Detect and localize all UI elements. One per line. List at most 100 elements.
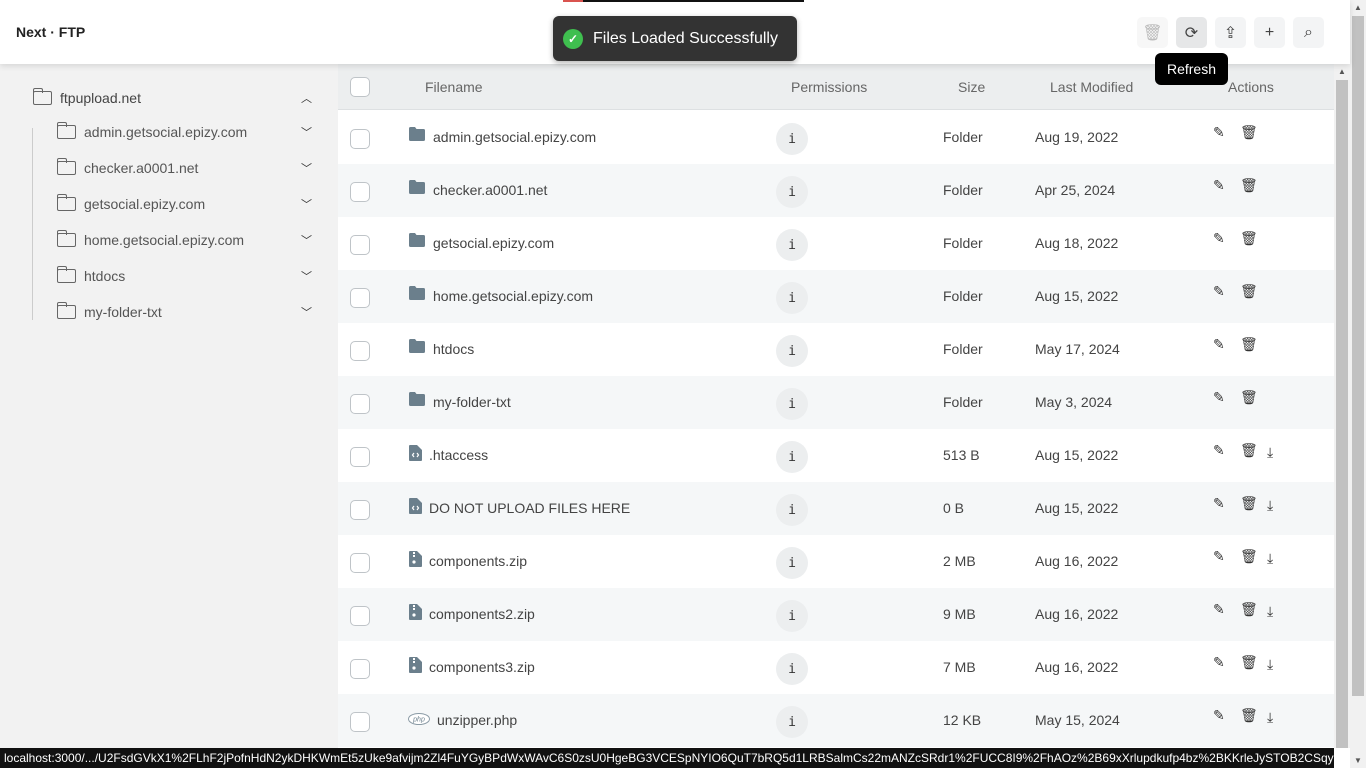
download-icon[interactable]: ⤓ xyxy=(1267,709,1274,725)
delete-trash-icon[interactable]: 🗑 xyxy=(1240,177,1258,193)
file-name[interactable]: components2.zip xyxy=(429,606,535,622)
row-checkbox[interactable] xyxy=(350,659,370,679)
table-row[interactable]: htdocs i Folder May 17, 2024 ✎ 🗑 xyxy=(338,323,1334,376)
edit-pencil-icon[interactable]: ✎ xyxy=(1213,495,1225,511)
permissions-info-button[interactable]: i xyxy=(776,653,808,685)
permissions-info-button[interactable]: i xyxy=(776,388,808,420)
row-checkbox[interactable] xyxy=(350,394,370,414)
chevron-up-icon[interactable]: ︿ xyxy=(301,93,312,105)
upload-button[interactable]: ⇪ xyxy=(1215,17,1246,48)
delete-trash-icon[interactable]: 🗑 xyxy=(1240,495,1258,511)
chevron-down-icon[interactable]: ﹀ xyxy=(301,271,312,283)
table-row[interactable]: DO NOT UPLOAD FILES HERE i 0 B Aug 15, 2022… xyxy=(338,482,1334,535)
edit-pencil-icon[interactable]: ✎ xyxy=(1213,707,1225,723)
download-icon[interactable]: ⤓ xyxy=(1267,497,1274,513)
permissions-info-button[interactable]: i xyxy=(776,229,808,261)
file-name[interactable]: .htaccess xyxy=(429,447,489,463)
permissions-info-button[interactable]: i xyxy=(776,282,808,314)
table-scrollbar[interactable]: ▲ xyxy=(1334,64,1350,748)
table-row[interactable]: admin.getsocial.epizy.com i Folder Aug 19, … xyxy=(338,111,1334,164)
permissions-info-button[interactable]: i xyxy=(776,547,808,579)
col-size[interactable]: Size xyxy=(958,79,986,95)
file-name[interactable]: components.zip xyxy=(429,553,528,569)
refresh-button[interactable]: ⟳ xyxy=(1176,17,1207,48)
row-checkbox[interactable] xyxy=(350,447,370,467)
row-checkbox[interactable] xyxy=(350,341,370,361)
row-checkbox[interactable] xyxy=(350,606,370,626)
chevron-down-icon[interactable]: ﹀ xyxy=(301,163,312,175)
delete-trash-icon[interactable]: 🗑 xyxy=(1240,707,1258,723)
permissions-info-button[interactable]: i xyxy=(776,706,808,738)
delete-trash-icon[interactable]: 🗑 xyxy=(1240,124,1258,140)
file-name[interactable]: components3.zip xyxy=(429,659,535,675)
row-checkbox[interactable] xyxy=(350,182,370,202)
tree-item[interactable]: getsocial.epizy.com ﹀ xyxy=(56,194,312,212)
permissions-info-button[interactable]: i xyxy=(776,600,808,632)
delete-button[interactable]: 🗑 xyxy=(1137,17,1168,48)
edit-pencil-icon[interactable]: ✎ xyxy=(1213,442,1225,458)
delete-trash-icon[interactable]: 🗑 xyxy=(1240,389,1258,405)
file-name[interactable]: DO NOT UPLOAD FILES HERE xyxy=(429,500,631,516)
table-row[interactable]: components3.zip i 7 MB Aug 16, 2022 ✎ 🗑 ⤓ xyxy=(338,641,1334,694)
tree-item[interactable]: htdocs ﹀ xyxy=(56,266,312,284)
select-all-checkbox[interactable] xyxy=(350,77,370,97)
permissions-info-button[interactable]: i xyxy=(776,441,808,473)
row-checkbox[interactable] xyxy=(350,235,370,255)
download-icon[interactable]: ⤓ xyxy=(1267,603,1274,619)
file-name[interactable]: htdocs xyxy=(433,341,475,357)
tree-item[interactable]: my-folder-txt ﹀ xyxy=(56,302,312,320)
edit-pencil-icon[interactable]: ✎ xyxy=(1213,124,1225,140)
row-checkbox[interactable] xyxy=(350,712,370,732)
permissions-info-button[interactable]: i xyxy=(776,176,808,208)
table-row[interactable]: php unzipper.php i 12 KB May 15, 2024 ✎ 🗑 ⤓ xyxy=(338,694,1334,747)
delete-trash-icon[interactable]: 🗑 xyxy=(1240,601,1258,617)
file-name[interactable]: admin.getsocial.epizy.com xyxy=(433,129,597,145)
download-icon[interactable]: ⤓ xyxy=(1267,444,1274,460)
permissions-info-button[interactable]: i xyxy=(776,494,808,526)
download-icon[interactable]: ⤓ xyxy=(1267,550,1274,566)
download-icon[interactable]: ⤓ xyxy=(1267,656,1274,672)
search-button[interactable]: ⌕ xyxy=(1293,17,1324,48)
edit-pencil-icon[interactable]: ✎ xyxy=(1213,283,1225,299)
file-name[interactable]: my-folder-txt xyxy=(433,394,511,410)
tree-item[interactable]: admin.getsocial.epizy.com ﹀ xyxy=(56,122,312,140)
permissions-info-button[interactable]: i xyxy=(776,123,808,155)
row-checkbox[interactable] xyxy=(350,129,370,149)
add-button[interactable]: + xyxy=(1254,17,1285,48)
row-checkbox[interactable] xyxy=(350,288,370,308)
table-row[interactable]: components2.zip i 9 MB Aug 16, 2022 ✎ 🗑 ⤓ xyxy=(338,588,1334,641)
table-row[interactable]: my-folder-txt i Folder May 3, 2024 ✎ 🗑 xyxy=(338,376,1334,429)
permissions-info-button[interactable]: i xyxy=(776,335,808,367)
row-checkbox[interactable] xyxy=(350,553,370,573)
delete-trash-icon[interactable]: 🗑 xyxy=(1240,283,1258,299)
row-checkbox[interactable] xyxy=(350,500,370,520)
file-name[interactable]: getsocial.epizy.com xyxy=(433,235,555,251)
chevron-down-icon[interactable]: ﹀ xyxy=(301,307,312,319)
page-scrollbar[interactable]: ▲ ▼ xyxy=(1350,0,1366,768)
table-row[interactable]: components.zip i 2 MB Aug 16, 2022 ✎ 🗑 ⤓ xyxy=(338,535,1334,588)
edit-pencil-icon[interactable]: ✎ xyxy=(1213,601,1225,617)
tree-item[interactable]: checker.a0001.net ﹀ xyxy=(56,158,312,176)
edit-pencil-icon[interactable]: ✎ xyxy=(1213,230,1225,246)
tree-item[interactable]: home.getsocial.epizy.com ﹀ xyxy=(56,230,312,248)
delete-trash-icon[interactable]: 🗑 xyxy=(1240,442,1258,458)
table-row[interactable]: home.getsocial.epizy.com i Folder Aug 15, 2… xyxy=(338,270,1334,323)
table-row[interactable]: .htaccess i 513 B Aug 15, 2022 ✎ 🗑 ⤓ xyxy=(338,429,1334,482)
col-filename[interactable]: Filename xyxy=(425,79,483,95)
chevron-down-icon[interactable]: ﹀ xyxy=(301,127,312,139)
chevron-down-icon[interactable]: ﹀ xyxy=(301,199,312,211)
delete-trash-icon[interactable]: 🗑 xyxy=(1240,548,1258,564)
delete-trash-icon[interactable]: 🗑 xyxy=(1240,654,1258,670)
edit-pencil-icon[interactable]: ✎ xyxy=(1213,389,1225,405)
file-name[interactable]: checker.a0001.net xyxy=(433,182,548,198)
table-row[interactable]: checker.a0001.net i Folder Apr 25, 2024 ✎ 🗑 xyxy=(338,164,1334,217)
file-name[interactable]: home.getsocial.epizy.com xyxy=(433,288,594,304)
edit-pencil-icon[interactable]: ✎ xyxy=(1213,654,1225,670)
delete-trash-icon[interactable]: 🗑 xyxy=(1240,336,1258,352)
file-name[interactable]: unzipper.php xyxy=(437,712,518,728)
edit-pencil-icon[interactable]: ✎ xyxy=(1213,336,1225,352)
tree-root-ftpupload[interactable]: ftpupload.net ︿ xyxy=(32,88,312,106)
edit-pencil-icon[interactable]: ✎ xyxy=(1213,548,1225,564)
delete-trash-icon[interactable]: 🗑 xyxy=(1240,230,1258,246)
edit-pencil-icon[interactable]: ✎ xyxy=(1213,177,1225,193)
